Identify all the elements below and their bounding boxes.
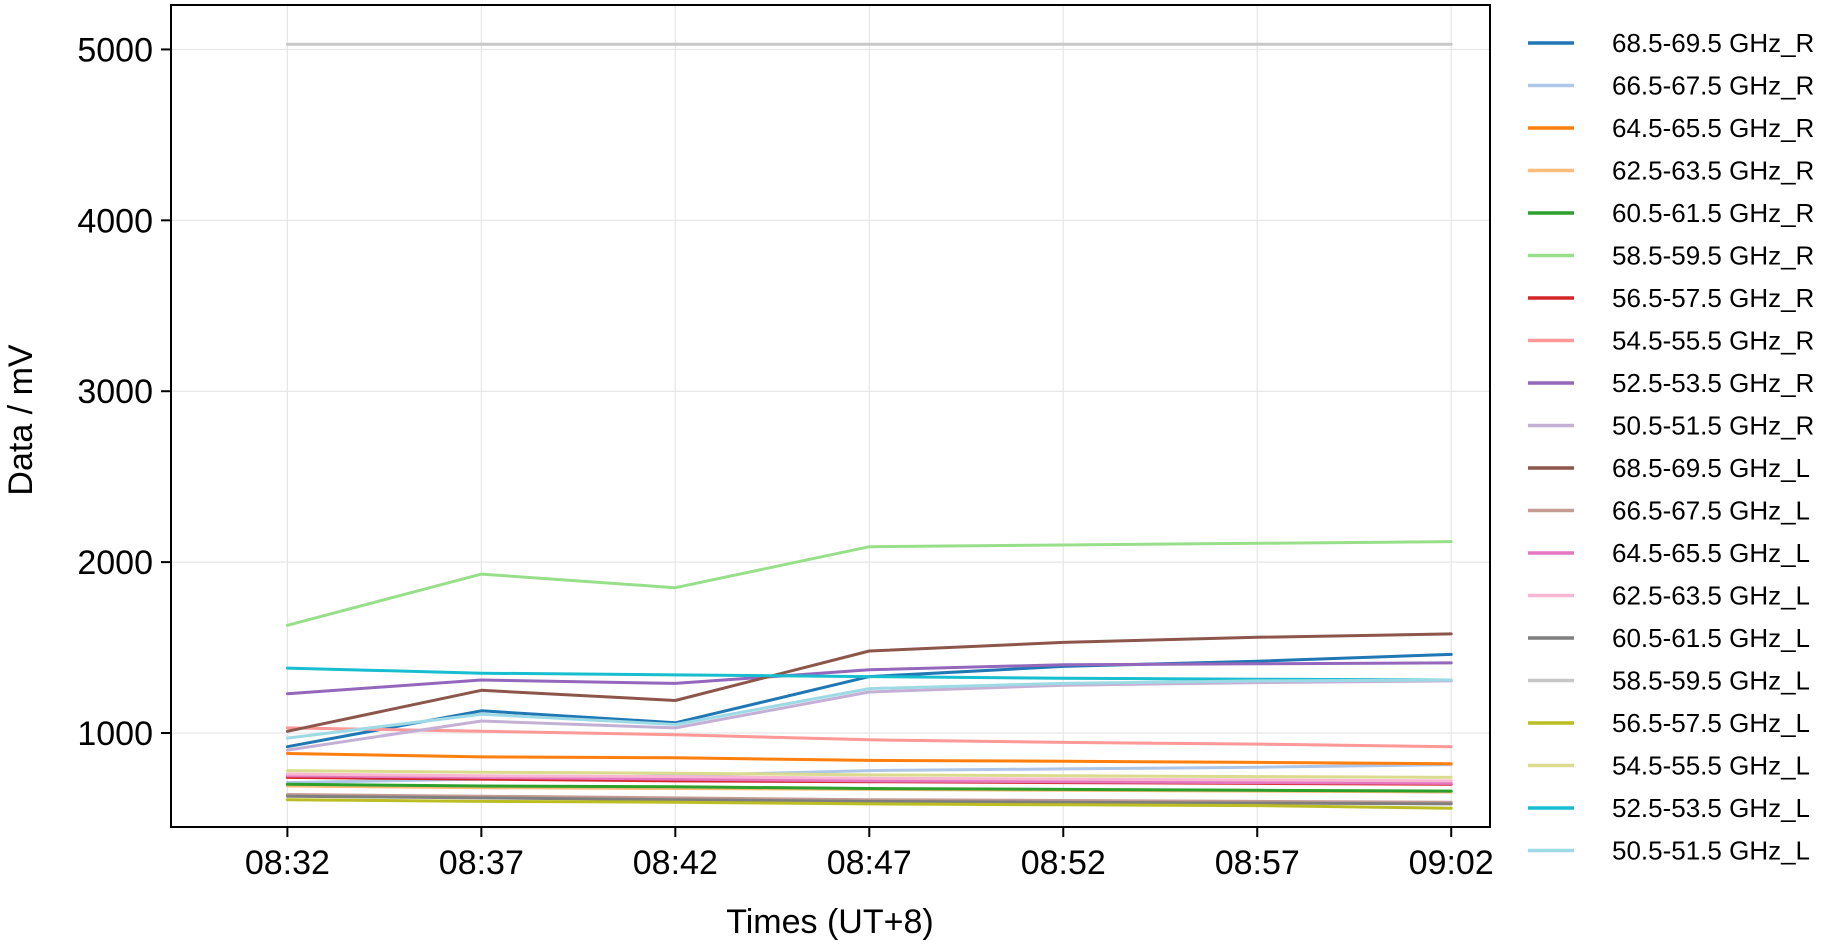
legend-label: 60.5-61.5 GHz_R (1612, 198, 1814, 228)
x-tick-label: 08:47 (827, 844, 912, 882)
series-line-14 (285, 772, 1453, 783)
legend-label: 50.5-51.5 GHz_R (1612, 411, 1814, 441)
series-line-13 (285, 774, 1453, 785)
y-tick-label: 4000 (77, 202, 153, 240)
series-line-9 (285, 661, 1453, 696)
legend-label: 62.5-63.5 GHz_R (1612, 156, 1814, 186)
x-tick-label: 08:32 (245, 844, 330, 882)
y-axis-label: Data / mV (2, 344, 40, 495)
legend-label: 56.5-57.5 GHz_R (1612, 283, 1814, 313)
x-axis: 08:32 08:37 08:42 08:47 08:52 08:57 09:02 (245, 827, 1494, 882)
legend-label: 60.5-61.5 GHz_L (1612, 623, 1810, 653)
series-lines (285, 42, 1453, 810)
plot-frame (170, 4, 1491, 828)
legend-label: 62.5-63.5 GHz_L (1612, 581, 1810, 611)
y-tick-label: 1000 (77, 715, 153, 753)
y-tick-label: 2000 (77, 544, 153, 582)
series-line-12 (285, 793, 1453, 804)
x-tick-label: 09:02 (1409, 844, 1494, 882)
x-axis-label: Times (UT+8) (726, 903, 933, 941)
series-line-11 (285, 632, 1453, 733)
series-line-20 (285, 678, 1453, 740)
legend-label: 68.5-69.5 GHz_L (1612, 453, 1810, 483)
legend: 68.5-69.5 GHz_R 66.5-67.5 GHz_R 64.5-65.5 … (1528, 28, 1814, 866)
series-line-3 (285, 752, 1453, 766)
x-tick-label: 08:37 (439, 844, 524, 882)
legend-label: 58.5-59.5 GHz_R (1612, 241, 1814, 271)
series-line-6 (285, 540, 1453, 627)
legend-label: 64.5-65.5 GHz_R (1612, 113, 1814, 143)
legend-label: 58.5-59.5 GHz_L (1612, 666, 1810, 696)
series-line-5 (285, 782, 1453, 793)
legend-label: 66.5-67.5 GHz_L (1612, 496, 1810, 526)
y-tick-label: 3000 (77, 373, 153, 411)
legend-label: 54.5-55.5 GHz_L (1612, 751, 1810, 781)
x-tick-label: 08:52 (1021, 844, 1106, 882)
series-line-18 (285, 769, 1453, 779)
series-line-17 (285, 798, 1453, 810)
series-line-8 (285, 726, 1453, 749)
legend-label: 52.5-53.5 GHz_R (1612, 368, 1814, 398)
series-line-19 (285, 666, 1453, 682)
series-line-10 (285, 679, 1453, 752)
x-tick-label: 08:42 (633, 844, 718, 882)
y-axis: 1000 2000 3000 4000 5000 (77, 31, 171, 753)
grid (171, 5, 1490, 827)
legend-label: 52.5-53.5 GHz_L (1612, 793, 1810, 823)
legend-label: 50.5-51.5 GHz_L (1612, 836, 1810, 866)
legend-label: 64.5-65.5 GHz_L (1612, 538, 1810, 568)
legend-label: 54.5-55.5 GHz_R (1612, 326, 1814, 356)
legend-label: 56.5-57.5 GHz_L (1612, 708, 1810, 738)
x-tick-label: 08:57 (1215, 844, 1300, 882)
y-tick-label: 5000 (77, 31, 153, 69)
series-line-15 (285, 794, 1453, 806)
legend-label: 66.5-67.5 GHz_R (1612, 71, 1814, 101)
legend-label: 68.5-69.5 GHz_R (1612, 28, 1814, 58)
